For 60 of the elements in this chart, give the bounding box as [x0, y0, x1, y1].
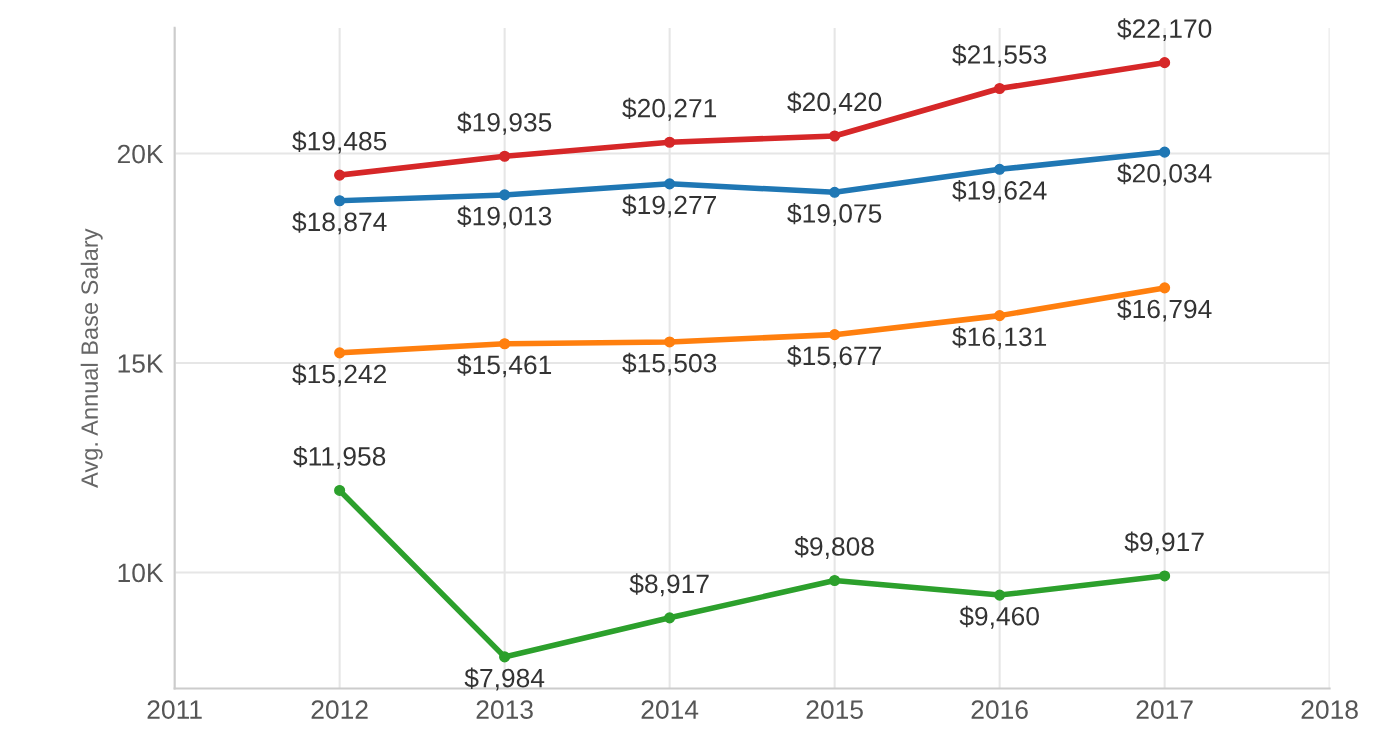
data-label: $8,917	[629, 573, 709, 597]
x-tick-label: 2012	[311, 700, 368, 719]
point	[829, 574, 841, 587]
data-label: $20,420	[787, 91, 882, 115]
point	[664, 336, 676, 348]
point	[499, 651, 511, 663]
data-label: $18,874	[292, 211, 387, 235]
point	[499, 189, 511, 201]
point	[829, 329, 841, 341]
data-label: $19,277	[622, 194, 716, 218]
data-label: $22,170	[1117, 18, 1212, 42]
y-axis-title: Avg. Annual Base Salary	[80, 228, 103, 488]
x-tick-label: 2011	[147, 700, 202, 719]
point	[1159, 146, 1171, 158]
data-label: $20,271	[622, 97, 717, 121]
x-tick-label: 2016	[971, 700, 1028, 719]
data-label: $15,677	[787, 345, 881, 369]
data-label: $9,460	[959, 605, 1039, 629]
point	[994, 589, 1006, 601]
point	[994, 310, 1006, 322]
point	[664, 136, 676, 148]
point	[499, 338, 511, 350]
point	[334, 169, 346, 181]
point	[994, 163, 1006, 175]
point	[829, 186, 841, 198]
point	[664, 612, 676, 624]
y-tick-label: 20K	[117, 144, 164, 164]
x-tick-label: 2018	[1301, 700, 1358, 719]
data-label: $9,808	[794, 536, 874, 559]
point	[1159, 282, 1171, 294]
data-label: $19,013	[457, 205, 552, 229]
x-tick-label: 2017	[1136, 700, 1193, 719]
point	[499, 150, 511, 162]
data-label: $9,917	[1124, 531, 1204, 555]
point	[334, 484, 346, 496]
data-label: $15,242	[292, 363, 386, 387]
x-tick-label: 2015	[806, 700, 863, 719]
data-label: $15,503	[622, 352, 717, 376]
point	[994, 82, 1006, 95]
x-tick-label: 2014	[641, 700, 699, 719]
data-label: $19,935	[457, 111, 552, 135]
data-label: $19,075	[787, 203, 882, 226]
y-tick-label: 15K	[118, 354, 164, 373]
x-tick-label: 2013	[476, 700, 533, 719]
point	[1159, 570, 1171, 582]
data-label: $15,461	[457, 354, 552, 378]
point	[829, 130, 841, 142]
data-label: $7,984	[464, 667, 545, 691]
point	[664, 178, 676, 190]
data-label: $16,794	[1117, 298, 1212, 322]
point	[1159, 57, 1171, 69]
data-label: $21,553	[952, 44, 1047, 67]
data-label: $16,131	[952, 326, 1047, 350]
point	[334, 195, 346, 207]
data-label: $19,624	[952, 180, 1047, 203]
data-label: $19,485	[292, 130, 387, 154]
data-label: $11,958	[293, 445, 386, 469]
y-tick-label: 10K	[118, 563, 164, 583]
point	[334, 347, 346, 359]
data-label: $20,034	[1117, 162, 1212, 186]
